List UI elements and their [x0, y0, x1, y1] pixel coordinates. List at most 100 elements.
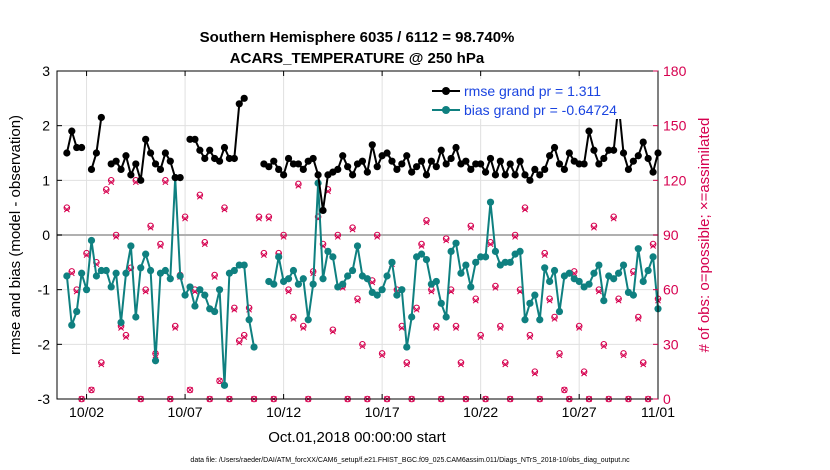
bias-point — [78, 269, 86, 277]
bias-point — [383, 272, 391, 280]
obs-assimilated-marker — [231, 306, 238, 313]
obs-assimilated-marker — [103, 188, 110, 195]
obs-assimilated-marker — [334, 233, 341, 240]
obs-possible-marker — [102, 186, 110, 193]
rmse-point — [555, 160, 564, 168]
obs-assimilated-marker — [118, 324, 124, 331]
obs-assimilated-marker — [423, 219, 430, 226]
obs-possible-marker — [373, 231, 381, 239]
rmse-point — [610, 146, 618, 154]
rmse-point — [575, 160, 583, 168]
obs-possible-marker — [610, 213, 617, 221]
bias-point — [339, 280, 347, 288]
obs-assimilated-marker — [142, 288, 149, 295]
bias-point — [97, 266, 105, 275]
bias-point — [68, 321, 76, 329]
obs-assimilated-marker — [433, 324, 440, 331]
rmse-point — [467, 165, 475, 173]
obs-possible-marker — [354, 295, 361, 303]
legend-box — [428, 79, 657, 119]
bias-point — [437, 299, 445, 307]
rmse-point — [417, 157, 426, 165]
legend-rmse-label: rmse grand pr = 1.311 — [464, 83, 601, 99]
obs-assimilated-marker — [162, 179, 169, 186]
obs-possible-marker — [290, 313, 297, 321]
bias-point — [585, 280, 593, 288]
legend-rmse-marker — [442, 87, 450, 95]
obs-possible-marker — [433, 322, 440, 330]
bias-point — [82, 286, 91, 294]
obs-assimilated-marker — [280, 233, 287, 240]
obs-assimilated-marker — [600, 343, 607, 350]
rmse-point — [477, 160, 485, 168]
obs-assimilated-marker — [300, 324, 307, 331]
obs-assimilated-marker — [349, 226, 356, 233]
obs-possible-marker — [477, 331, 484, 339]
bias-point — [526, 299, 534, 307]
obs-assimilated-marker — [477, 334, 484, 340]
obs-assimilated-marker — [88, 386, 95, 393]
x-tick-label: 11/01 — [641, 404, 675, 420]
rmse-point — [151, 160, 160, 168]
obs-possible-marker — [615, 295, 622, 303]
y-tick-label: 3 — [42, 63, 50, 79]
obs-assimilated-marker — [403, 361, 410, 368]
bias-point — [92, 272, 101, 280]
rmse-point — [127, 171, 135, 179]
obs-possible-marker — [88, 386, 95, 394]
obs-possible-marker — [561, 386, 568, 394]
obs-possible-marker — [526, 331, 534, 339]
bias-point — [324, 247, 332, 255]
rmse-point — [472, 160, 480, 168]
rmse-point — [452, 143, 460, 152]
rmse-point — [132, 160, 140, 168]
y-tick-label: 2 — [42, 118, 50, 134]
obs-possible-marker — [201, 238, 209, 246]
rmse-point — [137, 176, 145, 184]
rmse-point — [437, 146, 445, 154]
bias-point — [575, 277, 583, 286]
bias-point — [102, 266, 110, 275]
obs-assimilated-marker — [487, 241, 494, 248]
rmse-point — [161, 149, 169, 157]
x-tick-label: 10/17 — [365, 404, 400, 420]
bias-point — [590, 269, 598, 277]
bias-point — [486, 198, 495, 206]
obs-assimilated-marker — [595, 288, 602, 295]
rmse-point — [339, 152, 347, 160]
bias-point — [422, 256, 431, 264]
rmse-point — [427, 157, 435, 165]
obs-assimilated-marker — [211, 273, 218, 280]
obs-assimilated-marker — [123, 334, 129, 340]
rmse-point — [531, 165, 539, 173]
bias-point — [491, 247, 500, 255]
bias-point — [161, 266, 169, 275]
obs-assimilated-marker — [620, 352, 627, 359]
x-axis-label: Oct.01,2018 00:00:00 start — [268, 429, 446, 446]
bias-point — [348, 266, 357, 275]
rmse-point — [447, 154, 455, 163]
legend-bias-label: bias grand pr = -0.64724 — [464, 102, 617, 118]
obs-possible-marker — [127, 264, 135, 272]
obs-assimilated-marker — [413, 306, 420, 313]
bias-point — [294, 280, 302, 288]
bias-point — [550, 266, 559, 275]
bias-point — [393, 291, 401, 299]
obs-assimilated-marker — [492, 284, 499, 291]
rmse-series — [63, 94, 662, 214]
obs-assimilated-marker — [265, 215, 272, 222]
bias-point — [516, 247, 524, 255]
rmse-point — [220, 143, 229, 152]
rmse-point — [600, 154, 608, 163]
rmse-point — [536, 171, 544, 179]
rmse-point — [526, 176, 534, 184]
obs-possible-marker — [181, 213, 189, 221]
y2-tick-label: 0 — [663, 391, 671, 407]
obs-possible-marker — [196, 191, 204, 199]
bias-point — [408, 313, 416, 321]
rmse-point — [511, 171, 519, 179]
bias-point — [319, 275, 327, 283]
rmse-point — [506, 160, 514, 168]
obs-possible-marker — [521, 204, 529, 211]
obs-assimilated-marker — [561, 386, 568, 393]
